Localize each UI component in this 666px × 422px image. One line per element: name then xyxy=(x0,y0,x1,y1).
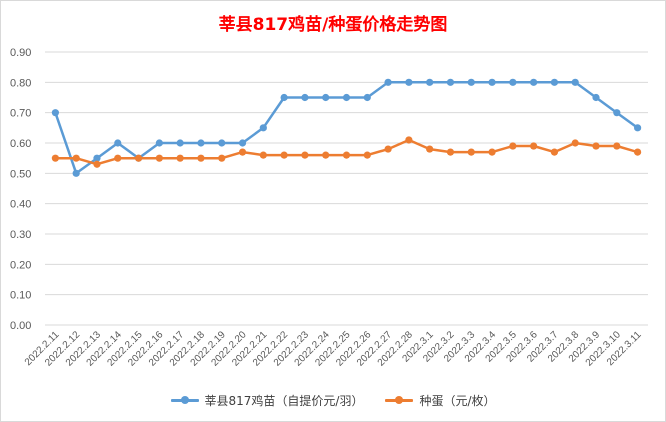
data-point-1 xyxy=(550,148,559,156)
y-tick-label: 0.60 xyxy=(10,138,31,150)
data-point-1 xyxy=(509,142,517,150)
data-point-1 xyxy=(405,136,413,144)
legend-item-chick: 莘县817鸡苗（自提价元/羽） xyxy=(170,392,364,409)
data-point-1 xyxy=(342,151,351,159)
legend-label-chick: 莘县817鸡苗（自提价元/羽） xyxy=(204,394,364,408)
data-point-0 xyxy=(155,139,163,147)
y-tick-label: 0.10 xyxy=(10,290,31,302)
data-point-1 xyxy=(93,160,101,168)
data-point-0 xyxy=(51,109,59,117)
data-point-0 xyxy=(238,139,247,147)
data-point-0 xyxy=(571,78,579,86)
data-point-1 xyxy=(238,148,247,156)
data-point-0 xyxy=(405,78,413,86)
data-point-1 xyxy=(197,154,205,162)
data-point-0 xyxy=(114,139,122,147)
data-point-1 xyxy=(467,148,475,156)
data-point-1 xyxy=(72,154,80,162)
data-point-0 xyxy=(634,124,642,132)
data-point-0 xyxy=(509,78,517,86)
legend-swatch-chick xyxy=(170,396,199,404)
data-point-0 xyxy=(550,78,559,86)
data-point-0 xyxy=(176,139,184,147)
data-point-1 xyxy=(218,154,226,162)
data-point-0 xyxy=(322,93,330,102)
legend: 莘县817鸡苗（自提价元/羽） 种蛋（元/枚） xyxy=(0,392,666,409)
y-tick-label: 0.30 xyxy=(10,229,31,241)
data-point-1 xyxy=(488,148,496,156)
data-point-1 xyxy=(592,142,600,150)
data-point-0 xyxy=(613,109,621,117)
data-point-0 xyxy=(342,93,351,102)
data-point-1 xyxy=(571,139,579,147)
legend-swatch-egg xyxy=(385,396,414,404)
data-point-0 xyxy=(530,78,538,86)
data-point-0 xyxy=(363,93,371,102)
data-point-1 xyxy=(363,151,371,159)
data-point-0 xyxy=(488,78,496,86)
data-point-0 xyxy=(197,139,205,147)
y-tick-label: 0.20 xyxy=(10,259,31,271)
data-point-0 xyxy=(592,93,600,102)
data-point-0 xyxy=(426,78,434,86)
data-point-1 xyxy=(155,154,163,162)
data-point-1 xyxy=(613,142,621,150)
data-point-1 xyxy=(259,151,267,159)
data-point-1 xyxy=(114,154,122,162)
data-point-1 xyxy=(280,151,288,159)
y-tick-label: 0.40 xyxy=(10,199,31,211)
data-point-0 xyxy=(93,154,101,162)
legend-label-egg: 种蛋（元/枚） xyxy=(419,394,496,408)
data-point-1 xyxy=(301,151,309,159)
data-point-1 xyxy=(51,154,59,162)
data-point-0 xyxy=(259,124,267,132)
data-point-0 xyxy=(280,93,288,102)
data-point-0 xyxy=(218,139,226,147)
chart-title: 莘县817鸡苗/种蛋价格走势图 xyxy=(218,15,448,35)
data-point-1 xyxy=(426,145,434,153)
data-point-0 xyxy=(301,93,309,102)
data-point-1 xyxy=(176,154,184,162)
data-point-1 xyxy=(446,148,455,156)
data-point-0 xyxy=(384,78,392,86)
data-point-1 xyxy=(384,145,392,153)
data-point-1 xyxy=(322,151,330,159)
data-point-0 xyxy=(446,78,455,86)
y-tick-label: 0.80 xyxy=(10,77,31,89)
y-tick-label: 0.00 xyxy=(10,320,31,332)
data-point-0 xyxy=(467,78,475,86)
data-point-0 xyxy=(72,169,80,177)
legend-item-egg: 种蛋（元/枚） xyxy=(385,392,496,409)
data-point-1 xyxy=(530,142,538,150)
y-tick-label: 0.50 xyxy=(10,168,31,180)
data-point-1 xyxy=(134,154,143,162)
y-tick-label: 0.90 xyxy=(10,47,31,59)
y-tick-label: 0.70 xyxy=(10,108,31,120)
data-point-1 xyxy=(634,148,642,156)
